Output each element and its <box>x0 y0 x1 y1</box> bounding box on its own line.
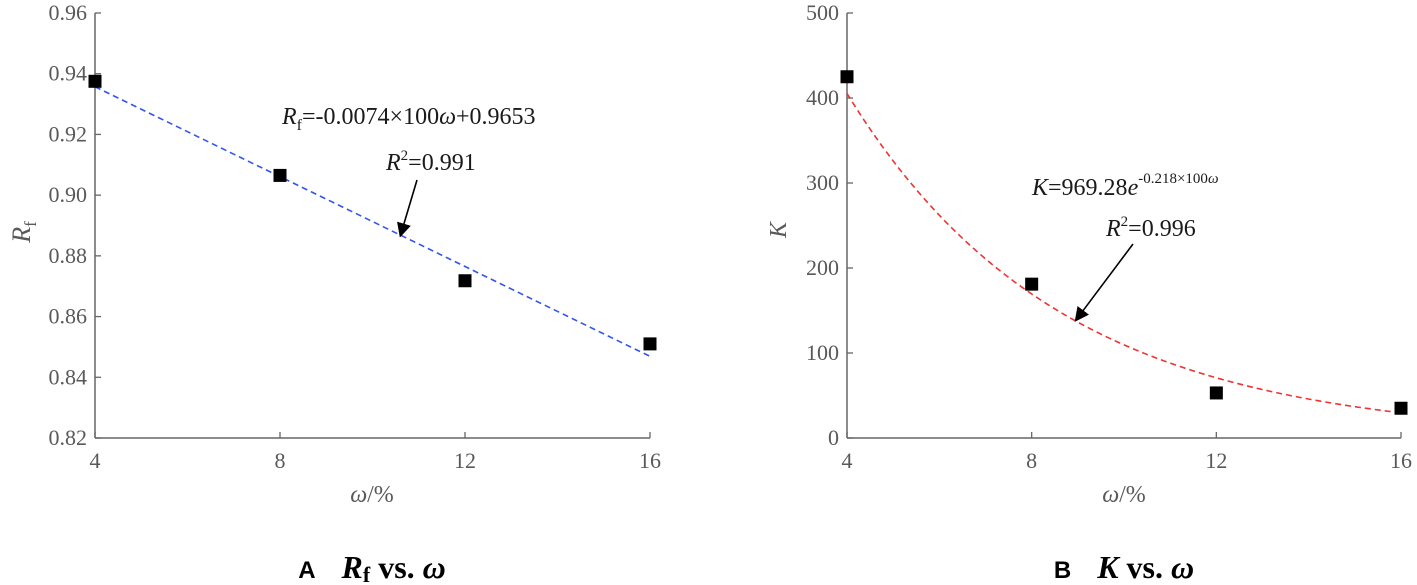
panel-a-x-ticks: 4 8 12 16 <box>90 432 661 473</box>
panel-b-arrow <box>1074 243 1134 322</box>
panel-a-points <box>88 74 657 351</box>
data-point <box>1394 401 1408 415</box>
data-point <box>840 70 854 84</box>
panel-b-fit-curve <box>846 93 1402 414</box>
panel-b-y-ticks: 0 100 200 300 400 500 <box>806 0 853 450</box>
panel-a-arrow <box>397 179 418 238</box>
y-tick-label: 0.94 <box>49 61 88 86</box>
panel-b-x-label: ω/% <box>1102 482 1146 508</box>
panel-b-x-ticks: 4 8 12 16 <box>842 432 1412 473</box>
data-point <box>643 337 657 351</box>
y-tick-label: 0 <box>828 425 839 450</box>
data-point <box>1025 277 1039 291</box>
panel-a-caption: A Rf vs. ω <box>298 549 446 585</box>
panel-b-r-squared: R2=0.996 <box>1105 214 1196 242</box>
panel-a-y-ticks: 0.82 0.84 0.86 0.88 0.90 0.92 0.94 0.96 <box>49 0 101 450</box>
x-tick-label: 12 <box>1205 448 1227 473</box>
x-tick-label: 16 <box>639 448 661 473</box>
data-point <box>458 274 472 288</box>
data-point <box>88 74 102 88</box>
panel-a-fit-equation: Rf=-0.0074×100ω+0.9653 <box>281 104 536 134</box>
y-tick-label: 500 <box>806 0 839 25</box>
panel-a-gridless-axes <box>94 13 650 439</box>
panel-a-y-label: Rf <box>7 221 40 244</box>
y-tick-label: 0.86 <box>49 304 88 329</box>
x-tick-label: 4 <box>842 448 853 473</box>
y-tick-label: 0.90 <box>49 182 88 207</box>
panel-b: 0 100 200 300 400 500 4 8 12 16 K ω/% K=969.28e-… <box>766 0 1412 585</box>
y-tick-label: 400 <box>806 85 839 110</box>
y-tick-label: 100 <box>806 340 839 365</box>
x-tick-label: 8 <box>275 448 286 473</box>
panel-a: 0.820.840.860.880.900.920.940.96 4 8 12 16 … <box>7 0 661 585</box>
data-point <box>1209 386 1223 400</box>
panel-b-fit-equation: K=969.28e-0.218×100ω <box>1031 171 1219 201</box>
panel-b-axes <box>846 13 1401 439</box>
data-point <box>273 168 287 182</box>
panel-a-x-label: ω/% <box>350 482 394 508</box>
x-tick-label: 12 <box>454 448 476 473</box>
y-tick-label: 300 <box>806 170 839 195</box>
panel-b-points <box>840 70 1408 415</box>
y-tick-label: 0.92 <box>49 121 88 146</box>
y-tick-label: 200 <box>806 255 839 280</box>
y-tick-label: 0.84 <box>49 364 88 389</box>
panel-a-fit-line <box>94 86 651 358</box>
x-tick-label: 4 <box>90 448 101 473</box>
y-tick-label: 0.82 <box>49 425 88 450</box>
x-tick-label: 16 <box>1390 448 1412 473</box>
x-tick-label: 8 <box>1026 448 1037 473</box>
y-tick-label: 0.96 <box>49 0 88 25</box>
panel-b-y-label: K <box>766 220 792 239</box>
y-tick-label: 0.88 <box>49 243 88 268</box>
panel-a-r-squared: R2=0.991 <box>385 148 476 176</box>
